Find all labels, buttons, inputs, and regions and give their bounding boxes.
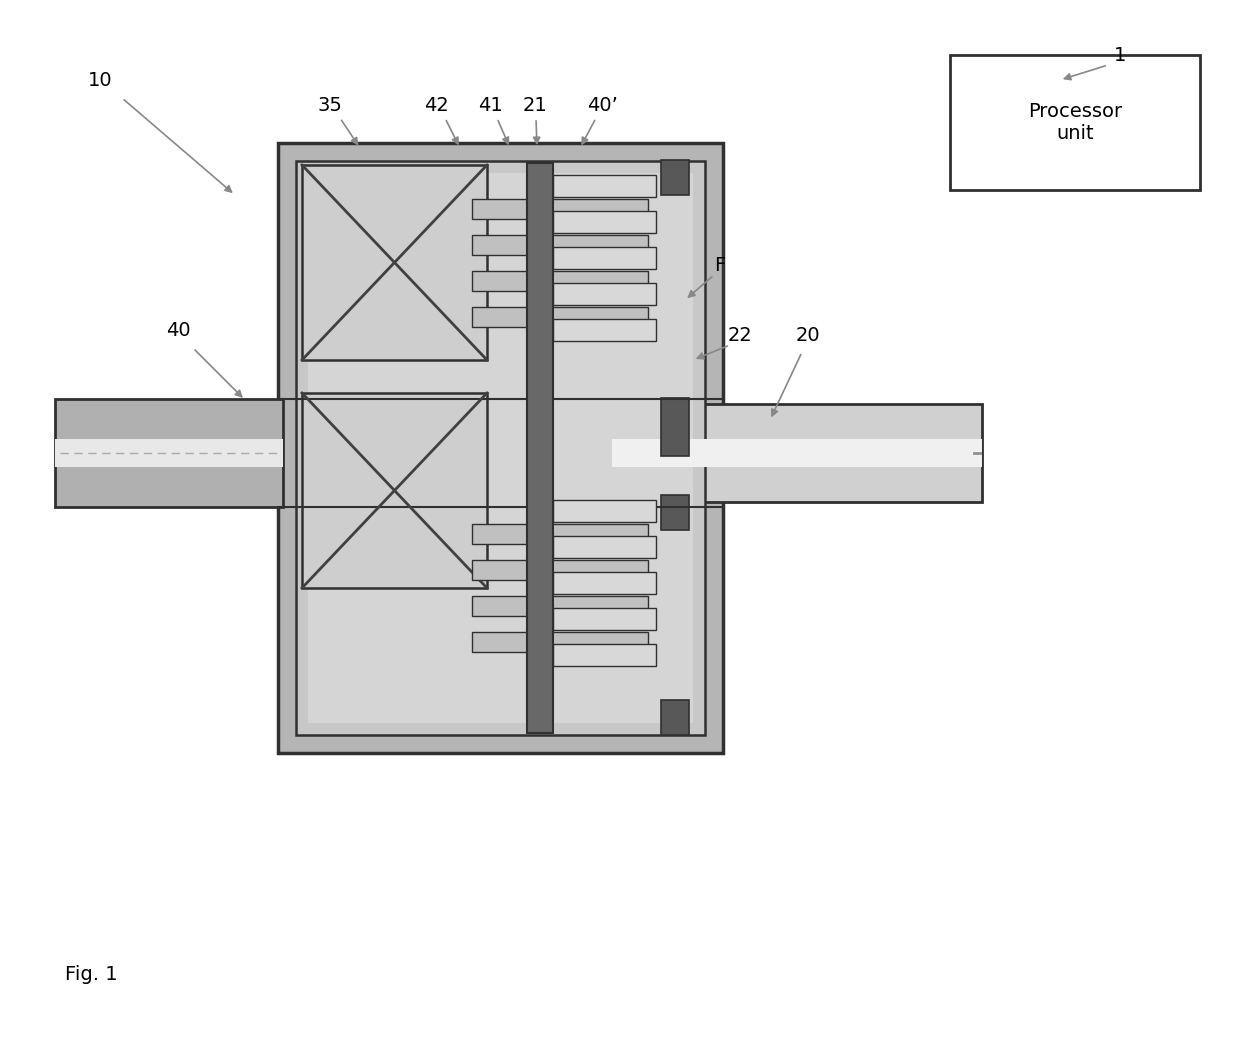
Bar [661, 700, 689, 735]
Bar [303, 165, 487, 359]
Text: 21: 21 [522, 95, 547, 115]
Bar [472, 235, 649, 255]
Bar [55, 399, 283, 507]
Text: 10: 10 [88, 70, 113, 90]
Bar [613, 439, 982, 467]
Text: F: F [714, 255, 725, 275]
Bar [296, 161, 706, 735]
Text: 42: 42 [424, 95, 449, 115]
Text: 20: 20 [796, 325, 821, 345]
Bar [613, 404, 982, 502]
Bar [527, 163, 553, 733]
Bar [553, 536, 656, 558]
Bar [661, 495, 689, 530]
Text: 22: 22 [728, 325, 753, 345]
Bar [950, 55, 1200, 190]
Bar [472, 632, 649, 652]
Bar [553, 247, 656, 269]
Bar [553, 644, 656, 666]
Bar [472, 524, 649, 544]
Bar [472, 307, 649, 327]
Bar [472, 596, 649, 616]
Bar [553, 283, 656, 305]
Bar [55, 439, 283, 467]
Bar [553, 608, 656, 630]
Bar [661, 160, 689, 195]
Bar [553, 500, 656, 522]
Bar [472, 560, 649, 580]
Text: 40: 40 [166, 321, 190, 340]
Bar [303, 393, 487, 588]
Bar [553, 319, 656, 341]
Text: 40’: 40’ [587, 95, 618, 115]
Text: 1: 1 [1114, 46, 1126, 65]
Bar [553, 211, 656, 233]
Bar [472, 199, 649, 219]
Text: Fig. 1: Fig. 1 [64, 966, 118, 984]
Bar [661, 398, 689, 456]
Bar [553, 175, 656, 198]
Bar [553, 572, 656, 594]
Text: 41: 41 [477, 95, 502, 115]
Bar [472, 271, 649, 291]
Text: 35: 35 [317, 95, 342, 115]
Text: Processor
unit: Processor unit [1028, 102, 1122, 143]
Bar [278, 143, 723, 753]
Bar [308, 173, 693, 723]
